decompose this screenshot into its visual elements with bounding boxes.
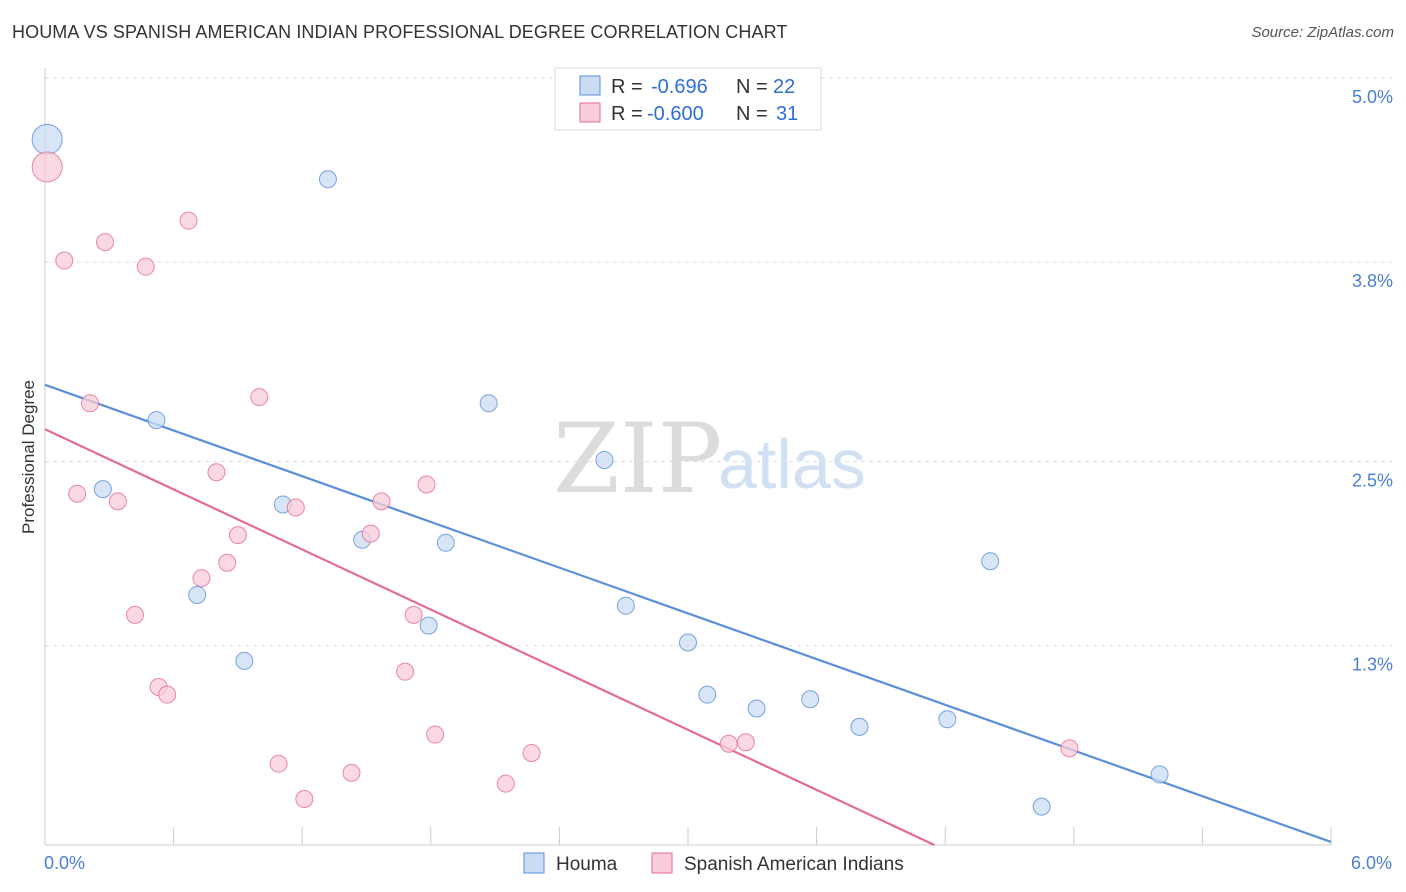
chart-title: HOUMA VS SPANISH AMERICAN INDIAN PROFESS…: [12, 22, 788, 42]
y-tick-label: 5.0%: [1352, 87, 1393, 107]
point-houma: [93, 480, 112, 499]
point-houma: [981, 552, 1000, 571]
point-houma: [850, 717, 869, 736]
gridlines: [45, 77, 1392, 647]
point-houma: [616, 596, 635, 615]
point-spanish: [126, 605, 145, 624]
point-houma: [419, 616, 438, 635]
point-houma: [318, 170, 337, 189]
point-houma: [147, 411, 166, 430]
point-spanish: [372, 492, 391, 511]
point-houma: [188, 585, 207, 604]
point-houma: [698, 685, 717, 704]
stats-n-value-spanish: 31: [776, 103, 798, 125]
trend-line-spanish: [44, 428, 935, 846]
stats-r-label-spanish: R =: [611, 103, 643, 125]
point-houma: [1150, 765, 1169, 784]
legend-label-spanish: Spanish American Indians: [684, 854, 904, 875]
watermark: ZIP atlas: [553, 403, 866, 515]
legend-label-houma: Houma: [556, 854, 618, 875]
y-tick-label: 3.8%: [1352, 271, 1393, 291]
data-points: [31, 123, 1169, 816]
point-spanish: [55, 251, 74, 270]
trend-line-houma: [44, 383, 1332, 843]
point-spanish: [179, 211, 198, 230]
x-axis-ticks: [173, 827, 1332, 845]
point-spanish: [1060, 739, 1079, 758]
point-spanish: [342, 763, 361, 782]
x-tick-label-min: 0.0%: [44, 853, 85, 873]
point-houma: [595, 450, 614, 469]
point-houma: [1032, 797, 1051, 816]
stats-legend: R = -0.696 N = 22 R = -0.600 N = 31: [554, 67, 822, 131]
point-spanish: [228, 526, 247, 545]
point-spanish: [158, 685, 177, 704]
point-spanish: [108, 492, 127, 511]
point-houma: [747, 699, 766, 718]
point-houma: [436, 533, 455, 552]
stats-r-value-houma: -0.696: [651, 76, 708, 98]
point-spanish: [719, 734, 738, 753]
point-spanish: [68, 484, 87, 503]
point-spanish: [207, 463, 226, 482]
y-axis-tick-labels: 5.0% 3.8% 2.5% 1.3%: [1352, 87, 1393, 675]
point-spanish: [192, 569, 211, 588]
y-tick-label: 1.3%: [1352, 655, 1393, 675]
point-houma: [235, 651, 254, 670]
point-spanish: [218, 553, 237, 572]
stats-swatch-houma: [579, 75, 601, 96]
chart-source: Source: ZipAtlas.com: [1251, 24, 1394, 41]
y-tick-label: 2.5%: [1352, 471, 1393, 491]
point-spanish: [736, 733, 755, 752]
point-spanish: [361, 524, 380, 543]
stats-n-value-houma: 22: [773, 76, 795, 98]
point-houma: [801, 690, 820, 709]
point-houma: [31, 123, 63, 155]
point-spanish: [404, 605, 423, 624]
legend-swatch-houma: [523, 852, 545, 874]
point-spanish: [496, 774, 515, 793]
point-spanish: [96, 233, 115, 252]
point-houma: [938, 710, 957, 729]
point-spanish: [31, 151, 63, 183]
point-spanish: [136, 257, 155, 276]
point-spanish: [417, 475, 436, 494]
y-axis-title: Professional Degree: [19, 380, 38, 534]
stats-r-value-spanish: -0.600: [647, 103, 704, 125]
trend-lines: [44, 383, 1332, 846]
point-spanish: [286, 498, 305, 517]
point-spanish: [269, 754, 288, 773]
stats-r-label-houma: R =: [611, 76, 643, 98]
watermark-zip: ZIP: [553, 403, 722, 515]
point-spanish: [295, 789, 314, 808]
point-houma: [679, 633, 697, 652]
legend-swatch-spanish: [651, 852, 673, 874]
series-legend: Houma Spanish American Indians: [523, 852, 904, 875]
point-spanish: [396, 662, 415, 681]
point-spanish: [81, 394, 100, 413]
watermark-atlas: atlas: [718, 425, 866, 503]
stats-swatch-spanish: [579, 102, 601, 123]
point-spanish: [250, 388, 269, 407]
stats-n-label-spanish: N =: [736, 103, 768, 125]
point-spanish: [426, 725, 445, 744]
stats-n-label-houma: N =: [736, 76, 768, 98]
point-spanish: [522, 743, 541, 762]
point-houma: [479, 394, 498, 413]
x-tick-label-max: 6.0%: [1351, 853, 1392, 873]
